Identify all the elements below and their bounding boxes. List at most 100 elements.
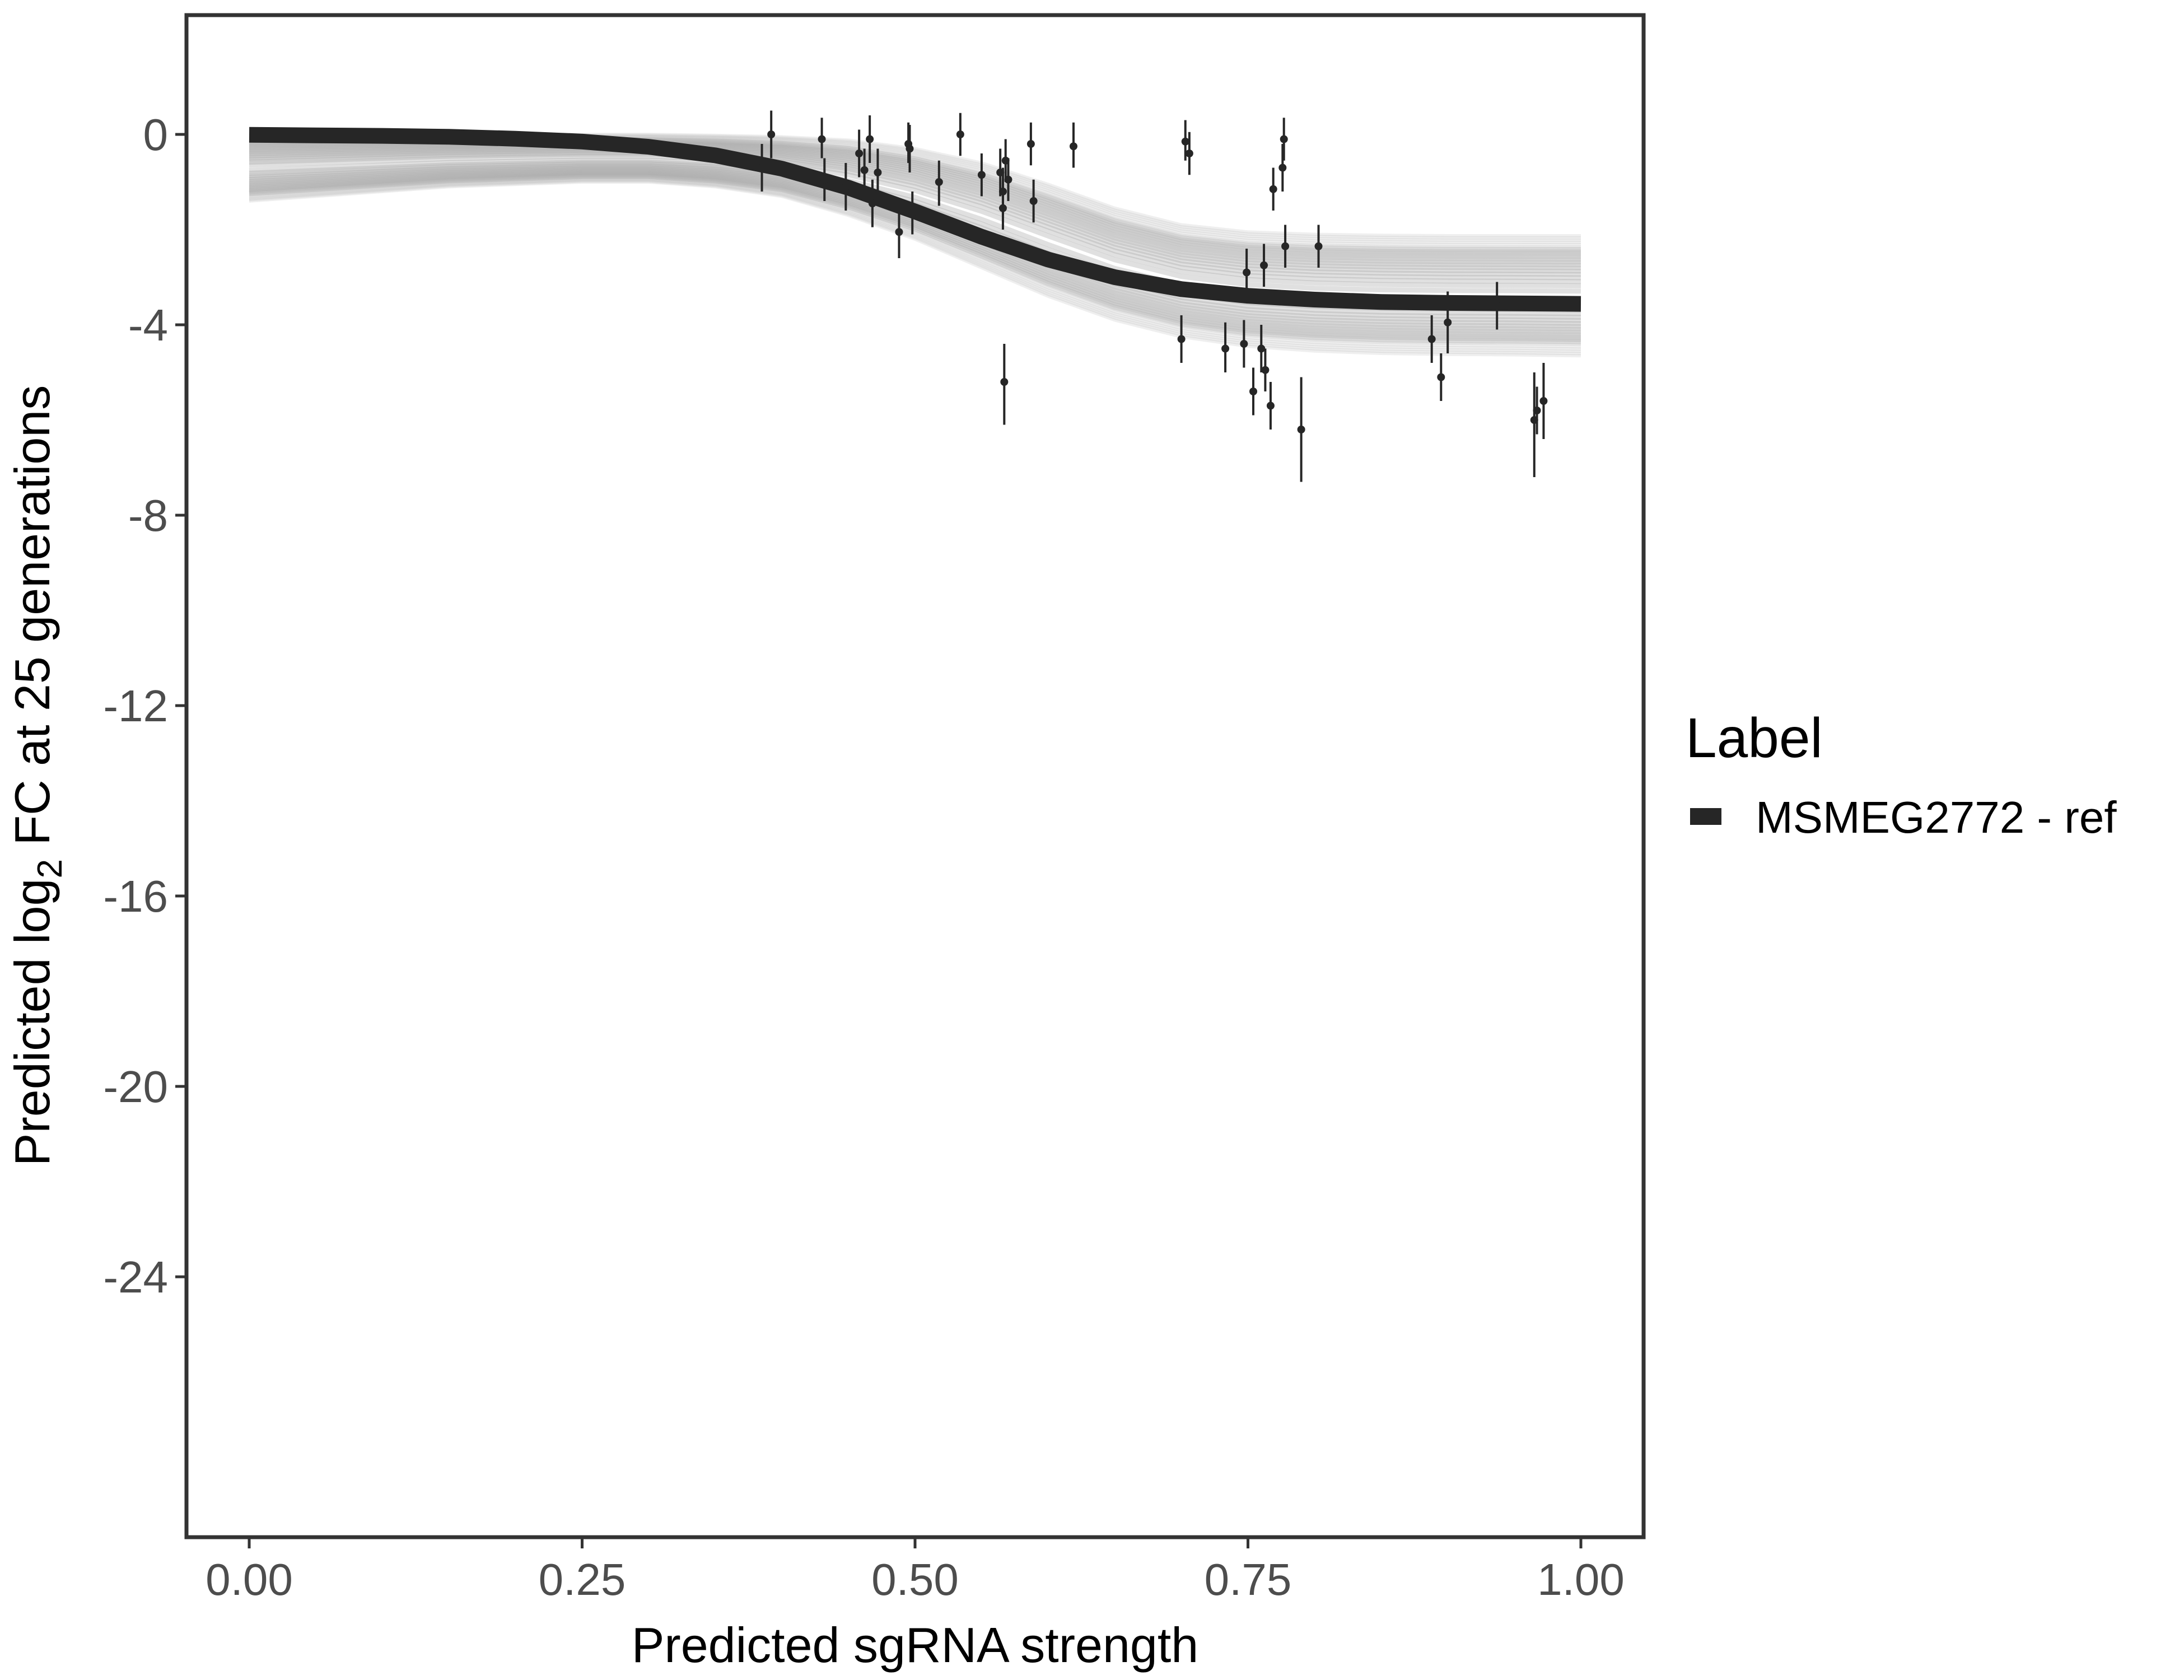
data-point bbox=[895, 206, 903, 258]
data-point bbox=[1029, 179, 1038, 223]
data-point bbox=[1249, 367, 1258, 416]
data-point bbox=[1444, 291, 1452, 353]
posterior-draw-line bbox=[249, 176, 1581, 347]
point-marker bbox=[1221, 344, 1230, 353]
point-marker bbox=[860, 166, 869, 174]
y-axis-title-subscript: 2 bbox=[31, 859, 69, 878]
data-point bbox=[935, 160, 943, 206]
point-marker bbox=[820, 175, 829, 184]
data-point bbox=[860, 148, 869, 192]
posterior-draw-line bbox=[249, 174, 1581, 345]
point-marker bbox=[1539, 397, 1548, 405]
data-point bbox=[1181, 120, 1189, 161]
data-point bbox=[1278, 144, 1287, 192]
point-marker bbox=[977, 171, 986, 179]
data-point bbox=[758, 144, 766, 192]
data-point bbox=[1533, 386, 1541, 435]
point-marker bbox=[758, 164, 766, 172]
posterior-draw-line bbox=[249, 151, 1581, 288]
y-tick-label: -20 bbox=[103, 1062, 168, 1112]
x-axis-ticks: 0.00 0.25 0.50 0.75 1.00 bbox=[206, 1539, 1625, 1604]
data-point bbox=[1177, 315, 1186, 363]
point-marker bbox=[1260, 261, 1268, 269]
point-marker bbox=[868, 199, 876, 208]
legend-label-msmeg2772-ref: MSMEG2772 - ref bbox=[1756, 792, 2117, 842]
point-marker bbox=[866, 135, 874, 143]
posterior-draw-line bbox=[249, 153, 1581, 294]
data-point bbox=[842, 163, 850, 211]
posterior-draw-line bbox=[249, 146, 1581, 274]
posterior-draw-line bbox=[249, 171, 1581, 338]
data-point bbox=[1266, 382, 1275, 430]
data-point bbox=[1004, 158, 1012, 201]
data-point bbox=[1493, 282, 1501, 330]
data-point bbox=[1539, 363, 1548, 439]
point-marker bbox=[1437, 373, 1445, 381]
y-axis-ticks: 0 -4 -8 -12 -16 -20 -24 bbox=[103, 110, 185, 1302]
x-tick-label: 0.00 bbox=[206, 1555, 293, 1604]
data-point bbox=[855, 129, 864, 178]
point-marker bbox=[1000, 378, 1009, 386]
point-marker bbox=[767, 130, 776, 138]
data-point bbox=[1280, 118, 1288, 161]
data-point bbox=[1437, 353, 1445, 401]
point-marker bbox=[908, 209, 917, 217]
point-marker bbox=[1281, 242, 1290, 250]
y-tick-label: -8 bbox=[128, 491, 168, 540]
point-marker bbox=[1026, 140, 1035, 148]
point-marker bbox=[818, 135, 826, 143]
data-point bbox=[998, 186, 1007, 230]
plot-panel-border bbox=[184, 13, 1646, 1539]
point-marker bbox=[1493, 302, 1501, 310]
point-marker bbox=[1427, 335, 1436, 343]
data-point bbox=[977, 153, 986, 197]
legend: Label MSMEG2772 - ref bbox=[1686, 707, 2117, 842]
legend-key-msmeg2772-ref bbox=[1690, 808, 1721, 825]
point-marker bbox=[1177, 335, 1186, 343]
point-marker bbox=[1297, 426, 1305, 433]
data-point bbox=[818, 118, 826, 158]
x-tick-label: 0.25 bbox=[539, 1555, 626, 1604]
point-marker bbox=[1533, 407, 1541, 414]
posterior-draw-line bbox=[249, 142, 1581, 265]
posterior-draw-line bbox=[249, 148, 1581, 281]
data-points-group bbox=[758, 110, 1548, 482]
y-axis-title-suffix: FC at 25 generations bbox=[4, 385, 60, 859]
x-tick-label: 0.75 bbox=[1205, 1555, 1292, 1604]
posterior-draw-line bbox=[249, 172, 1581, 340]
data-point bbox=[956, 113, 964, 156]
posterior-draw-line bbox=[249, 178, 1581, 351]
data-point bbox=[1297, 377, 1305, 482]
point-marker bbox=[956, 130, 964, 138]
posterior-draw-line bbox=[249, 178, 1581, 353]
posterior-draw-line bbox=[249, 147, 1581, 277]
point-marker bbox=[842, 183, 850, 191]
posterior-draw-line bbox=[249, 179, 1581, 356]
point-marker bbox=[895, 228, 903, 236]
y-tick-label: -4 bbox=[128, 300, 168, 350]
posterior-draw-line bbox=[249, 170, 1581, 335]
posterior-draw-line bbox=[249, 173, 1581, 343]
y-tick-label: -24 bbox=[103, 1252, 168, 1302]
point-marker bbox=[1181, 137, 1189, 146]
data-point bbox=[1260, 244, 1268, 287]
point-marker bbox=[1266, 402, 1275, 410]
point-marker bbox=[1280, 135, 1288, 143]
point-marker bbox=[1249, 388, 1258, 395]
data-point bbox=[1314, 225, 1323, 268]
data-point bbox=[820, 158, 829, 201]
posterior-draw-line bbox=[249, 150, 1581, 284]
x-tick-label: 0.50 bbox=[871, 1555, 959, 1604]
point-marker bbox=[874, 169, 882, 176]
data-point bbox=[1427, 315, 1436, 363]
data-point bbox=[906, 125, 914, 172]
y-axis-title: Predicted log2 FC at 25 generations bbox=[4, 385, 69, 1166]
point-marker bbox=[998, 204, 1007, 212]
data-point bbox=[1185, 132, 1193, 175]
y-tick-label: -12 bbox=[103, 681, 168, 731]
legend-title: Label bbox=[1686, 707, 1823, 769]
x-tick-label: 1.00 bbox=[1537, 1555, 1625, 1604]
data-point bbox=[866, 115, 874, 163]
